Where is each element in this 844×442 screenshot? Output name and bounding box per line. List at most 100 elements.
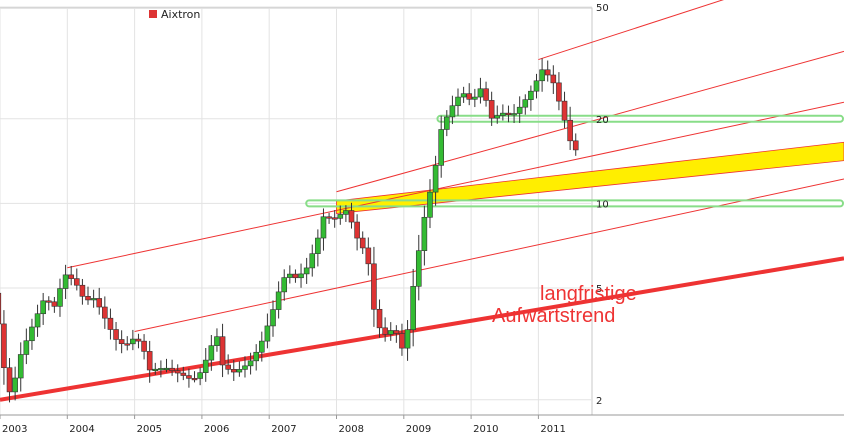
candle-body-up — [130, 338, 136, 345]
candle — [483, 81, 489, 107]
candle — [567, 106, 573, 150]
candle-body-up — [90, 298, 97, 301]
candle — [427, 179, 433, 229]
candle — [68, 265, 74, 286]
candle — [354, 214, 360, 251]
candle — [135, 333, 142, 349]
candle — [51, 296, 58, 313]
candle-body-up — [253, 351, 259, 362]
candle — [331, 210, 338, 228]
trendline — [538, 0, 724, 61]
candle-layer — [0, 58, 579, 403]
candle — [544, 60, 551, 82]
candle — [174, 364, 181, 383]
annotation-langfristige: langfristige — [540, 283, 637, 305]
candle-body-down — [107, 317, 114, 330]
candle — [45, 296, 52, 311]
candle — [404, 320, 411, 361]
candle-body-up — [421, 216, 428, 251]
candle — [23, 328, 30, 365]
candle — [17, 342, 24, 392]
candle — [152, 362, 159, 375]
candle-body-up — [208, 345, 215, 361]
candle — [169, 359, 175, 376]
candle — [415, 234, 422, 301]
candle-body-down — [376, 308, 383, 329]
candle-body-up — [236, 369, 243, 373]
candle — [399, 323, 405, 356]
candle-body-down — [85, 296, 91, 301]
candle-body-down — [399, 333, 405, 349]
candle-body-up — [23, 340, 30, 355]
trendline-layer — [0, 0, 844, 402]
candle — [208, 334, 215, 371]
candle — [247, 352, 254, 375]
candle — [29, 318, 35, 350]
candle — [298, 263, 304, 288]
candle — [539, 58, 545, 92]
candle-body-down — [567, 119, 573, 142]
candle — [303, 257, 310, 284]
candle-body-up — [477, 88, 484, 98]
candle-body-down — [186, 375, 192, 379]
y-tick-label: 5 — [596, 284, 602, 295]
candle — [253, 344, 259, 371]
candle — [163, 358, 170, 373]
long-term-trendline — [0, 256, 844, 402]
candle-body-up — [158, 368, 164, 371]
candle — [572, 133, 579, 156]
candle-body-up — [511, 113, 517, 116]
candle-body-down — [141, 340, 147, 352]
candle — [191, 371, 198, 383]
candle-body-up — [270, 309, 276, 327]
candle — [393, 325, 400, 343]
candle-body-down — [219, 336, 226, 366]
candle-body-down — [550, 74, 557, 84]
candle-body-down — [146, 351, 153, 371]
candle-body-up — [438, 129, 444, 166]
candle — [309, 244, 316, 277]
candle-body-down — [0, 292, 2, 325]
candle — [449, 95, 456, 125]
candle-body-up — [281, 277, 288, 293]
x-tick-label: 2011 — [540, 424, 565, 435]
candle — [505, 105, 512, 123]
candle — [62, 264, 69, 299]
candle — [550, 65, 557, 94]
candle-body-up — [533, 80, 540, 92]
candle-body-up — [460, 93, 467, 98]
candle — [0, 292, 2, 325]
candle-body-up — [62, 274, 69, 289]
candle-body-down — [45, 300, 52, 303]
candle — [197, 367, 203, 386]
candle — [326, 212, 332, 224]
candle — [281, 269, 288, 301]
candle-body-up — [432, 165, 439, 193]
candle — [34, 304, 41, 337]
candle — [90, 289, 97, 308]
candle-body-up — [303, 267, 310, 275]
candle — [225, 354, 231, 375]
candle-body-up — [34, 313, 41, 328]
candle-body-down — [1, 323, 7, 369]
support-zone — [436, 114, 844, 123]
candle-body-up — [264, 325, 271, 342]
candle — [343, 205, 349, 222]
candle-body-down — [348, 210, 355, 223]
candle-body-down — [113, 329, 119, 340]
candle — [6, 358, 13, 403]
trendline — [134, 178, 844, 332]
candle — [12, 366, 18, 401]
x-tick-label: 2009 — [406, 424, 431, 435]
candle — [275, 281, 282, 319]
candle — [472, 88, 478, 108]
candle — [533, 73, 540, 99]
candle-body-up — [40, 300, 46, 315]
candle-body-up — [444, 116, 450, 130]
candle-body-down — [561, 100, 568, 121]
candle — [287, 265, 293, 284]
candle-body-down — [556, 82, 562, 102]
